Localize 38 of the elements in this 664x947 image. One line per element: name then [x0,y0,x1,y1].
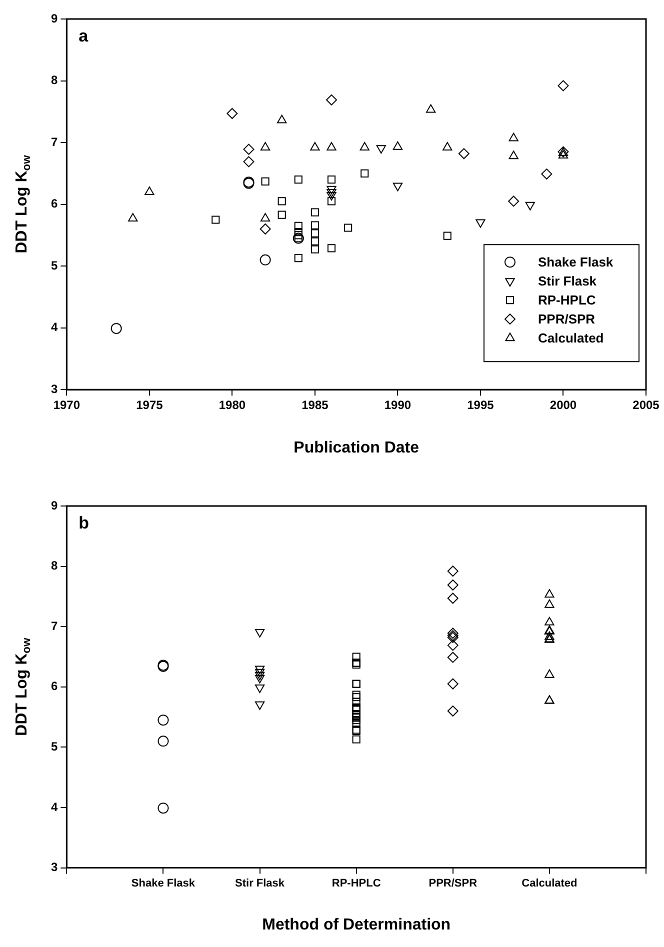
y-tick-label: 3 [50,382,58,396]
x-tick-label: RP-HPLC [332,877,381,890]
y-tick-label: 5 [50,258,58,272]
x-tick-label: Shake Flask [131,877,196,890]
y-tick-label: 6 [50,679,58,694]
x-tick-label: 1970 [53,398,80,412]
x-tick-label: 1985 [302,398,329,412]
x-tick-label: 1975 [136,398,164,412]
legend-label: Calculated [538,330,604,346]
y-tick-label: 7 [50,134,58,149]
y-tick-label: 4 [50,800,58,814]
legend-label: PPR/SPR [538,312,596,327]
x-tick-label: Calculated [522,877,578,890]
y-axis-title: DDT Log Kow [13,154,33,254]
annotation: a [78,26,89,46]
y-tick-label: 4 [50,320,58,334]
annotation: b [78,514,90,533]
x-tick-label: 2000 [550,398,577,412]
y-tick-label: 9 [50,11,58,26]
x-tick-label: Stir Flask [235,877,286,890]
y-tick-label: 5 [50,740,58,754]
y-tick-label: 6 [50,196,58,211]
y-tick-label: 8 [50,558,58,573]
x-tick-label: 2005 [632,398,660,412]
y-tick-label: 8 [50,73,58,88]
x-tick-label: 1990 [384,398,412,412]
y-tick-label: 3 [50,860,58,874]
legend-label: RP-HPLC [538,292,596,308]
x-tick-label: 1980 [218,398,246,412]
x-axis-title: Publication Date [294,439,420,456]
legend-label: Stir Flask [538,274,598,289]
y-tick-label: 7 [50,618,58,633]
y-tick-label: 9 [50,498,58,512]
y-axis-title: DDT Log Kow [13,638,33,736]
x-tick-label: PPR/SPR [428,877,478,890]
x-tick-label: 1995 [467,398,494,412]
x-axis-title: Method of Determination [262,916,451,934]
legend-label: Shake Flask [538,254,614,270]
